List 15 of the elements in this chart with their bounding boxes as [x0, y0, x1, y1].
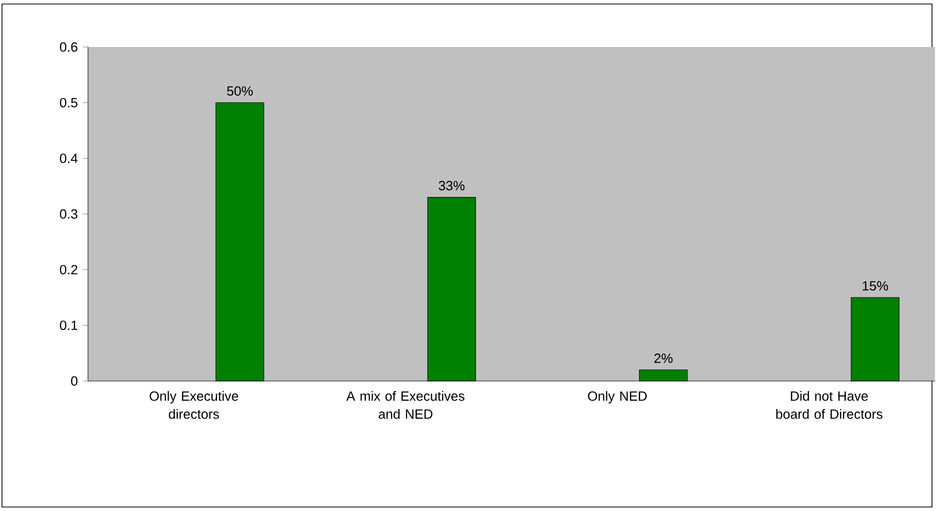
y-tick-label: 0.6	[60, 42, 78, 52]
data-label: 33%	[438, 180, 465, 190]
y-tick-label: 0.2	[60, 264, 78, 274]
y-tick-label: 0.1	[60, 320, 78, 330]
y-tick-label: 0.3	[60, 209, 78, 219]
x-tick-label: A mix of Executives and NED	[346, 391, 464, 419]
x-tick-label: Only NED	[588, 391, 647, 404]
data-label: 15%	[862, 281, 888, 291]
x-tick-label: Did not Have board of Directors	[776, 391, 882, 419]
y-tick-label: 0	[71, 376, 78, 386]
data-label: 2%	[654, 354, 673, 363]
data-label: 50%	[227, 86, 253, 96]
y-tick-label: 0.5	[60, 98, 78, 108]
x-tick-label: Only Executive directors	[150, 391, 238, 419]
y-tick-label: 0.4	[60, 154, 78, 164]
